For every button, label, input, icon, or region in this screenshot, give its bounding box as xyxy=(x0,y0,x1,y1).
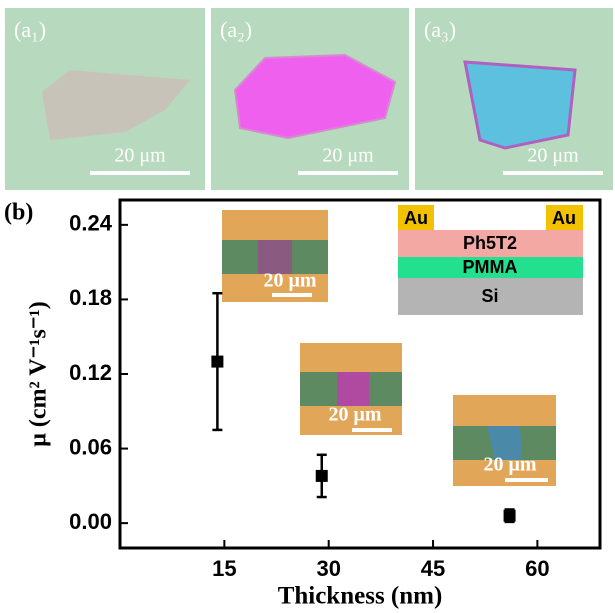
inset: 20 μm xyxy=(300,343,402,435)
panel-label: (b) xyxy=(4,200,33,226)
marker xyxy=(504,510,516,522)
y-tick-label: 0.24 xyxy=(69,211,113,236)
scale-label: 20 μm xyxy=(264,270,317,292)
x-axis-label: Thickness (nm) xyxy=(278,583,443,610)
y-tick-label: 0.00 xyxy=(69,509,112,534)
schematic-label: Au xyxy=(552,208,576,228)
y-tick-label: 0.18 xyxy=(69,285,112,310)
y-axis-label: μ (cm² V⁻¹s⁻¹) xyxy=(26,301,52,446)
inset: 20 μm xyxy=(453,395,556,486)
y-tick-label: 0.12 xyxy=(69,360,112,385)
scale-label: 20 μm xyxy=(322,145,374,167)
schematic-label: Si xyxy=(481,286,498,306)
flake xyxy=(337,372,369,406)
x-tick-label: 30 xyxy=(316,556,340,581)
device-schematic: Au Au Ph5T2 PMMA Si xyxy=(398,205,583,315)
panel-label: (a₃) xyxy=(424,17,456,42)
figure: (a₁) 20 μm (a₂) 20 μm (a₃) 20 μm (b) Thi… xyxy=(0,0,615,613)
scale-label: 20 μm xyxy=(329,404,382,426)
schematic-label: Ph5T2 xyxy=(463,233,517,253)
inset: 20 μm xyxy=(222,210,328,302)
panel-label: (a₂) xyxy=(220,17,252,42)
x-tick-label: 15 xyxy=(212,556,236,581)
scale-label: 20 μm xyxy=(527,145,579,167)
schematic-label: Au xyxy=(404,208,428,228)
marker xyxy=(316,470,328,482)
marker xyxy=(211,356,223,368)
schematic-label: PMMA xyxy=(463,257,518,277)
scale-label: 20 μm xyxy=(484,454,537,476)
flake xyxy=(465,62,575,148)
x-tick-label: 45 xyxy=(421,556,445,581)
panel-label: (a₁) xyxy=(14,17,46,42)
scale-label: 20 μm xyxy=(114,145,166,167)
y-tick-label: 0.06 xyxy=(69,434,112,459)
x-tick-label: 60 xyxy=(525,556,549,581)
